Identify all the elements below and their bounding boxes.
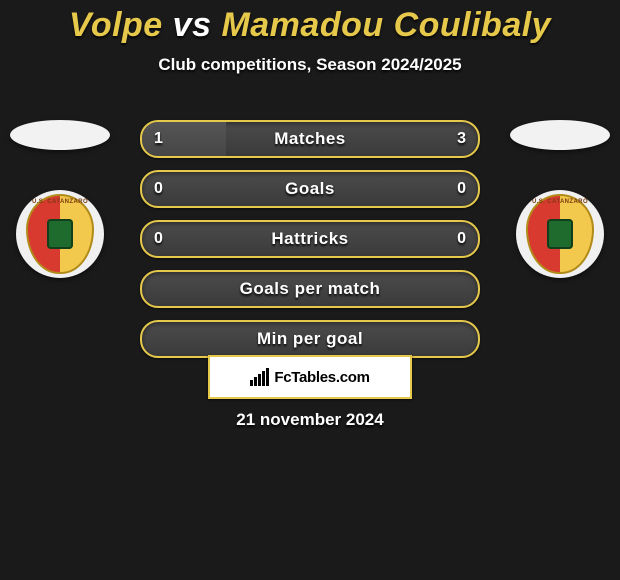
stat-row: Goals per match	[140, 270, 480, 308]
avatar-left-placeholder	[10, 120, 110, 150]
page-root: Volpe vs Mamadou Coulibaly Club competit…	[0, 0, 620, 580]
subtitle: Club competitions, Season 2024/2025	[0, 55, 620, 75]
stat-row: 00Hattricks	[140, 220, 480, 258]
title-player-b: Mamadou Coulibaly	[221, 6, 551, 44]
side-left: U.S. CATANZARO	[10, 120, 110, 278]
date-label: 21 november 2024	[0, 410, 620, 430]
club-crest-left: U.S. CATANZARO	[16, 190, 104, 278]
avatar-right-placeholder	[510, 120, 610, 150]
club-crest-right: U.S. CATANZARO	[516, 190, 604, 278]
title-vs: vs	[173, 6, 212, 44]
bar-chart-icon	[250, 368, 272, 386]
crest-label-right: U.S. CATANZARO	[528, 199, 592, 205]
stat-label: Min per goal	[142, 322, 478, 356]
side-right: U.S. CATANZARO	[510, 120, 610, 278]
title-player-a: Volpe	[69, 6, 163, 44]
crest-label-left: U.S. CATANZARO	[28, 199, 92, 205]
stat-row: 00Goals	[140, 170, 480, 208]
brand-box: FcTables.com	[208, 355, 412, 399]
stat-label: Goals per match	[142, 272, 478, 306]
stat-row: Min per goal	[140, 320, 480, 358]
page-title: Volpe vs Mamadou Coulibaly	[0, 0, 620, 45]
stat-label: Goals	[142, 172, 478, 206]
stat-row: 13Matches	[140, 120, 480, 158]
stats-container: 13Matches 00Goals 00Hattricks Goals per mat…	[140, 120, 480, 370]
crest-shield-icon: U.S. CATANZARO	[26, 194, 94, 274]
stat-label: Matches	[142, 122, 478, 156]
crest-shield-icon: U.S. CATANZARO	[526, 194, 594, 274]
brand-label: FcTables.com	[274, 369, 369, 386]
stat-label: Hattricks	[142, 222, 478, 256]
